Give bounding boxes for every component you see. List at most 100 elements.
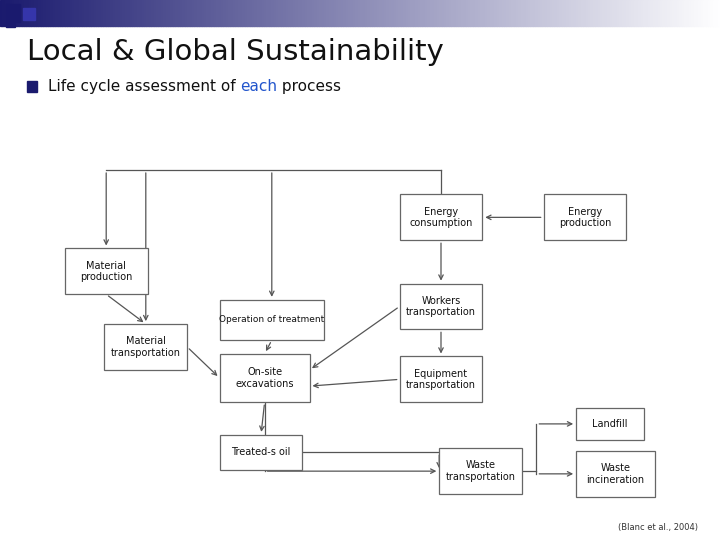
Bar bbox=[235, 0, 238, 26]
Bar bbox=[691, 0, 693, 26]
Bar bbox=[182, 0, 185, 26]
Bar bbox=[490, 0, 492, 26]
Bar bbox=[122, 0, 125, 26]
Bar bbox=[564, 0, 567, 26]
Bar bbox=[261, 0, 264, 26]
Bar bbox=[84, 0, 86, 26]
Bar bbox=[595, 0, 598, 26]
Bar bbox=[583, 0, 585, 26]
Text: On-site
excavations: On-site excavations bbox=[235, 367, 294, 389]
Bar bbox=[117, 0, 120, 26]
FancyBboxPatch shape bbox=[220, 300, 324, 340]
Bar bbox=[425, 0, 427, 26]
Bar bbox=[302, 0, 305, 26]
Text: Landfill: Landfill bbox=[593, 419, 628, 429]
Bar bbox=[338, 0, 341, 26]
Text: Material
production: Material production bbox=[80, 261, 132, 282]
Bar bbox=[470, 0, 473, 26]
Bar bbox=[307, 0, 310, 26]
Bar bbox=[502, 0, 504, 26]
Bar bbox=[230, 0, 233, 26]
Bar bbox=[444, 0, 446, 26]
Bar bbox=[257, 0, 259, 26]
Bar bbox=[394, 0, 396, 26]
Bar bbox=[101, 0, 103, 26]
FancyBboxPatch shape bbox=[65, 248, 148, 294]
Bar bbox=[456, 0, 459, 26]
Bar bbox=[439, 0, 441, 26]
Bar bbox=[55, 0, 58, 26]
Bar bbox=[358, 0, 360, 26]
Bar bbox=[434, 0, 437, 26]
Bar bbox=[168, 0, 171, 26]
Bar bbox=[264, 0, 266, 26]
Bar bbox=[403, 0, 405, 26]
Bar bbox=[610, 0, 612, 26]
FancyBboxPatch shape bbox=[576, 408, 644, 440]
Text: Operation of treatment: Operation of treatment bbox=[219, 315, 325, 325]
Bar bbox=[319, 0, 322, 26]
Bar bbox=[648, 0, 650, 26]
Bar bbox=[125, 0, 127, 26]
Bar bbox=[377, 0, 379, 26]
Bar bbox=[43, 0, 45, 26]
Bar bbox=[81, 0, 84, 26]
Bar bbox=[605, 0, 607, 26]
Bar bbox=[192, 0, 194, 26]
Bar bbox=[348, 0, 351, 26]
Bar bbox=[590, 0, 593, 26]
Bar bbox=[396, 0, 398, 26]
Bar bbox=[533, 0, 535, 26]
Bar bbox=[38, 0, 41, 26]
Bar bbox=[410, 0, 413, 26]
Bar bbox=[65, 0, 67, 26]
Bar bbox=[211, 0, 214, 26]
FancyBboxPatch shape bbox=[439, 448, 522, 494]
Bar bbox=[682, 0, 684, 26]
Bar bbox=[106, 0, 108, 26]
Bar bbox=[6, 4, 20, 22]
Bar bbox=[408, 0, 410, 26]
Bar bbox=[70, 0, 72, 26]
Bar bbox=[499, 0, 502, 26]
Bar bbox=[31, 0, 34, 26]
Bar bbox=[427, 0, 430, 26]
FancyBboxPatch shape bbox=[400, 194, 482, 240]
Bar bbox=[53, 0, 55, 26]
Bar bbox=[252, 0, 254, 26]
Text: (Blanc et al., 2004): (Blanc et al., 2004) bbox=[618, 523, 698, 532]
Text: Waste
transportation: Waste transportation bbox=[446, 460, 516, 482]
Bar bbox=[480, 0, 482, 26]
Bar bbox=[158, 0, 161, 26]
Bar bbox=[629, 0, 631, 26]
Bar bbox=[718, 0, 720, 26]
Bar bbox=[281, 0, 283, 26]
Bar bbox=[554, 0, 557, 26]
FancyBboxPatch shape bbox=[220, 435, 302, 470]
Text: Local & Global Sustainability: Local & Global Sustainability bbox=[27, 38, 444, 66]
Bar bbox=[94, 0, 96, 26]
Bar bbox=[250, 0, 252, 26]
Bar bbox=[523, 0, 526, 26]
Bar bbox=[360, 0, 362, 26]
Bar bbox=[449, 0, 451, 26]
Bar bbox=[540, 0, 542, 26]
Bar bbox=[482, 0, 485, 26]
Bar bbox=[607, 0, 610, 26]
Bar bbox=[324, 0, 326, 26]
Bar bbox=[437, 0, 439, 26]
Bar bbox=[701, 0, 703, 26]
Bar bbox=[103, 0, 106, 26]
Bar bbox=[5, 0, 7, 26]
Bar bbox=[401, 0, 403, 26]
Bar bbox=[643, 0, 646, 26]
Bar bbox=[362, 0, 365, 26]
Bar bbox=[567, 0, 569, 26]
Bar bbox=[667, 0, 670, 26]
Text: Material
transportation: Material transportation bbox=[111, 336, 181, 358]
Bar bbox=[387, 0, 389, 26]
Bar bbox=[17, 0, 19, 26]
Bar bbox=[14, 0, 17, 26]
Bar bbox=[454, 0, 456, 26]
Bar bbox=[432, 0, 434, 26]
